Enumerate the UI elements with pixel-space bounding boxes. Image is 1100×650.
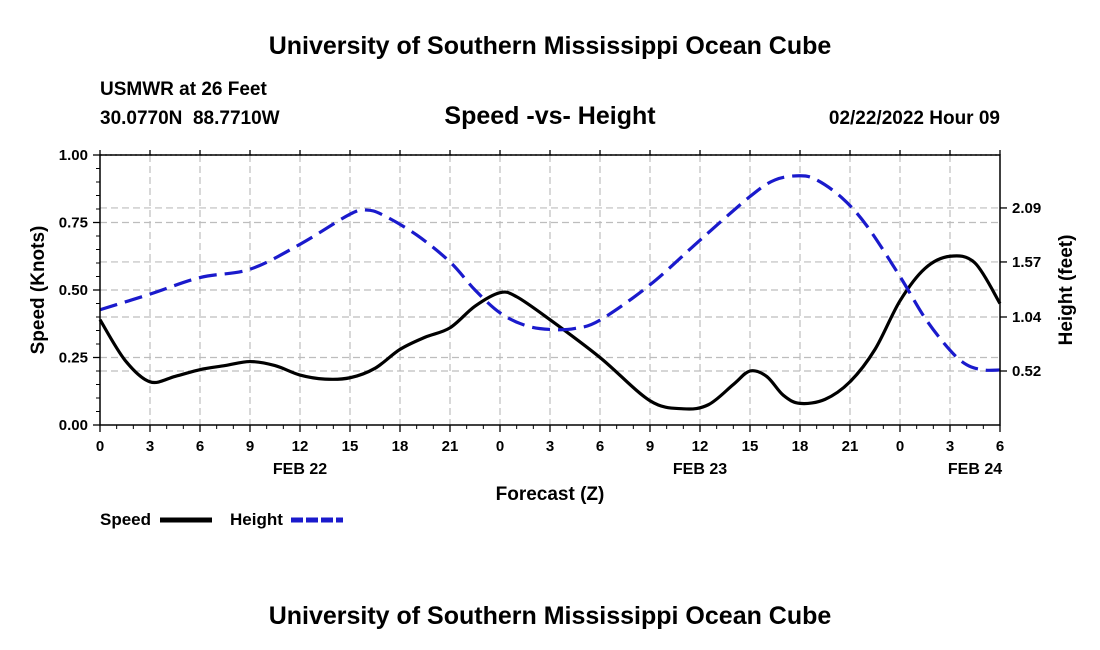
legend-speed-label: Speed (100, 510, 151, 529)
x-tick-label: 21 (442, 438, 459, 455)
legend: Speed Height (100, 510, 343, 529)
y-right-tick-label: 1.57 (1012, 254, 1041, 271)
y-left-tick-label: 1.00 (59, 147, 88, 164)
y-axis-left-label: Speed (Knots) (28, 226, 49, 355)
chart-main-title: University of Southern Mississippi Ocean… (269, 32, 832, 60)
axis-ticks: 0 3 6 9 12 15 18 21 0 3 6 9 12 15 18 21 0 3 6 FEB 22 FEB 23 F… (59, 147, 1042, 478)
station-label: USMWR at 26 Feet (100, 79, 267, 100)
chart-subtitle: Speed -vs- Height (444, 102, 656, 130)
x-tick-label: 9 (246, 438, 254, 455)
x-tick-label: 18 (392, 438, 409, 455)
y-left-tick-label: 0.25 (59, 350, 88, 367)
y-right-tick-label: 0.52 (1012, 363, 1041, 380)
footer-title: University of Southern Mississippi Ocean… (269, 602, 832, 630)
x-tick-label: 6 (196, 438, 204, 455)
series-lines (98, 174, 1002, 411)
x-tick-label: 6 (996, 438, 1004, 455)
y-right-tick-label: 2.09 (1012, 200, 1041, 217)
x-tick-label: 0 (96, 438, 104, 455)
y-right-tick-label: 1.04 (1012, 309, 1042, 326)
x-tick-label: 0 (896, 438, 904, 455)
y-left-tick-label: 0.00 (59, 417, 88, 434)
x-date-label: FEB 23 (673, 461, 727, 478)
y-left-tick-label: 0.50 (59, 282, 88, 299)
x-date-label: FEB 22 (273, 461, 327, 478)
station-coordinates: 30.0770N 88.7710W (100, 108, 280, 129)
y-axis-right-label: Height (feet) (1056, 235, 1077, 346)
x-date-label: FEB 24 (948, 461, 1002, 478)
x-tick-label: 3 (546, 438, 554, 455)
x-tick-label: 15 (342, 438, 359, 455)
x-tick-label: 12 (692, 438, 709, 455)
legend-height-label: Height (230, 510, 283, 529)
series-height-line (99, 174, 1001, 372)
series-speed-line (98, 254, 1002, 411)
x-tick-label: 3 (946, 438, 954, 455)
x-tick-label: 3 (146, 438, 154, 455)
x-tick-label: 21 (842, 438, 859, 455)
x-axis-label: Forecast (Z) (496, 484, 605, 505)
x-tick-label: 6 (596, 438, 604, 455)
x-tick-label: 9 (646, 438, 654, 455)
x-tick-label: 12 (292, 438, 309, 455)
grid-lines (100, 155, 1000, 425)
x-tick-label: 18 (792, 438, 809, 455)
x-tick-label: 0 (496, 438, 504, 455)
x-tick-label: 15 (742, 438, 759, 455)
forecast-datetime: 02/22/2022 Hour 09 (829, 108, 1000, 129)
y-left-tick-label: 0.75 (59, 215, 88, 232)
